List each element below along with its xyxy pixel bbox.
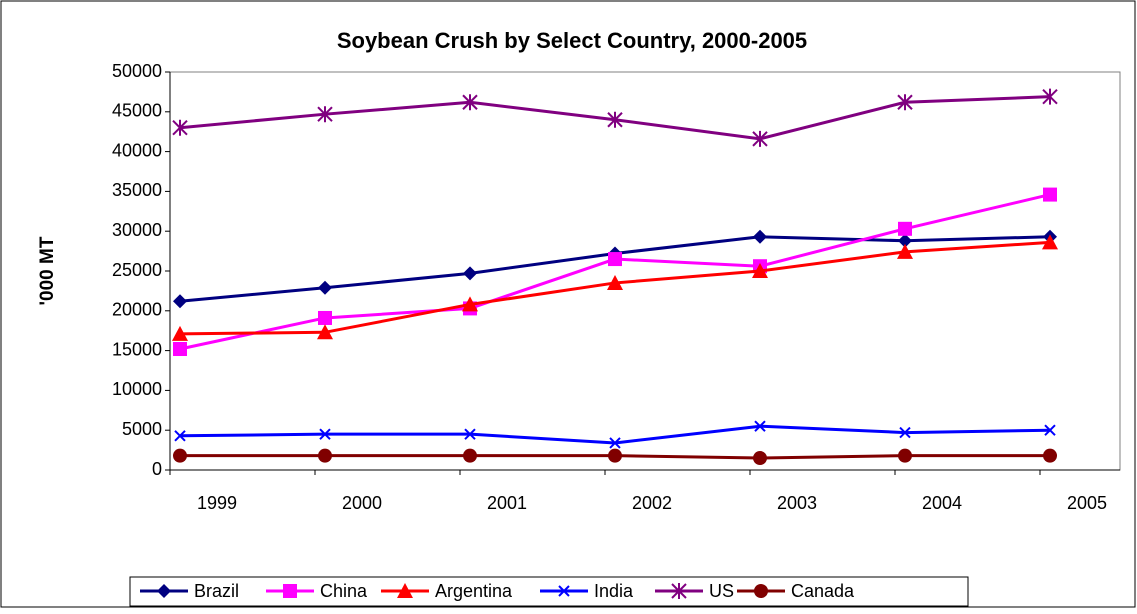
y-tick-label: 35000 — [112, 180, 162, 200]
marker — [898, 221, 912, 236]
legend-label: India — [594, 581, 634, 601]
marker — [463, 266, 477, 281]
marker — [317, 324, 333, 340]
marker — [899, 426, 911, 439]
y-axis-label: '000 MT — [37, 236, 58, 305]
marker — [173, 342, 187, 357]
marker — [1043, 448, 1057, 463]
marker — [898, 233, 912, 248]
marker — [753, 451, 767, 466]
chart-title: Soybean Crush by Select Country, 2000-20… — [337, 28, 807, 53]
marker — [319, 428, 331, 440]
marker — [172, 325, 188, 341]
marker — [318, 310, 332, 325]
y-tick-label: 30000 — [112, 220, 162, 240]
legend-marker — [157, 584, 171, 598]
y-tick-label: 20000 — [112, 300, 162, 320]
marker — [464, 428, 476, 440]
marker — [462, 296, 478, 312]
legend-label: Canada — [791, 581, 855, 601]
marker — [897, 243, 913, 259]
y-tick-label: 15000 — [112, 339, 162, 359]
marker — [318, 448, 332, 463]
marker — [607, 111, 623, 128]
marker — [173, 448, 187, 463]
y-tick-label: 0 — [152, 459, 162, 479]
y-tick-label: 40000 — [112, 140, 162, 160]
legend-label: US — [709, 581, 734, 601]
marker — [897, 94, 913, 111]
legend-marker — [558, 585, 570, 597]
legend-label: Argentina — [435, 581, 513, 601]
marker — [1044, 424, 1056, 436]
marker — [1042, 234, 1058, 250]
marker — [607, 274, 623, 290]
marker — [462, 94, 478, 111]
marker — [318, 280, 332, 295]
marker — [174, 430, 186, 442]
x-tick-label: 2005 — [1067, 493, 1107, 513]
marker — [609, 437, 621, 449]
legend-marker — [754, 584, 768, 598]
x-tick-label: 2002 — [632, 493, 672, 513]
x-tick-label: 2003 — [777, 493, 817, 513]
marker — [752, 263, 768, 278]
marker — [754, 420, 766, 432]
marker — [752, 130, 768, 147]
marker — [753, 229, 767, 244]
x-tick-label: 1999 — [197, 493, 237, 513]
legend-marker — [283, 584, 297, 598]
legend-marker — [671, 583, 687, 599]
marker — [317, 106, 333, 123]
y-tick-label: 50000 — [112, 61, 162, 81]
plot-area — [169, 71, 1121, 471]
marker — [608, 448, 622, 463]
y-tick-label: 45000 — [112, 101, 162, 121]
legend-marker — [397, 583, 413, 598]
y-tick-label: 25000 — [112, 260, 162, 280]
marker — [1043, 187, 1057, 202]
legend-label: Brazil — [194, 581, 239, 601]
x-tick-label: 2000 — [342, 493, 382, 513]
marker — [463, 448, 477, 463]
x-tick-label: 2004 — [922, 493, 962, 513]
y-tick-label: 5000 — [122, 419, 162, 439]
marker — [172, 119, 188, 136]
y-tick-label: 10000 — [112, 379, 162, 399]
marker — [1042, 88, 1058, 105]
marker — [608, 252, 622, 267]
legend-label: China — [320, 581, 368, 601]
x-tick-label: 2001 — [487, 493, 527, 513]
marker — [173, 294, 187, 309]
marker — [898, 448, 912, 463]
